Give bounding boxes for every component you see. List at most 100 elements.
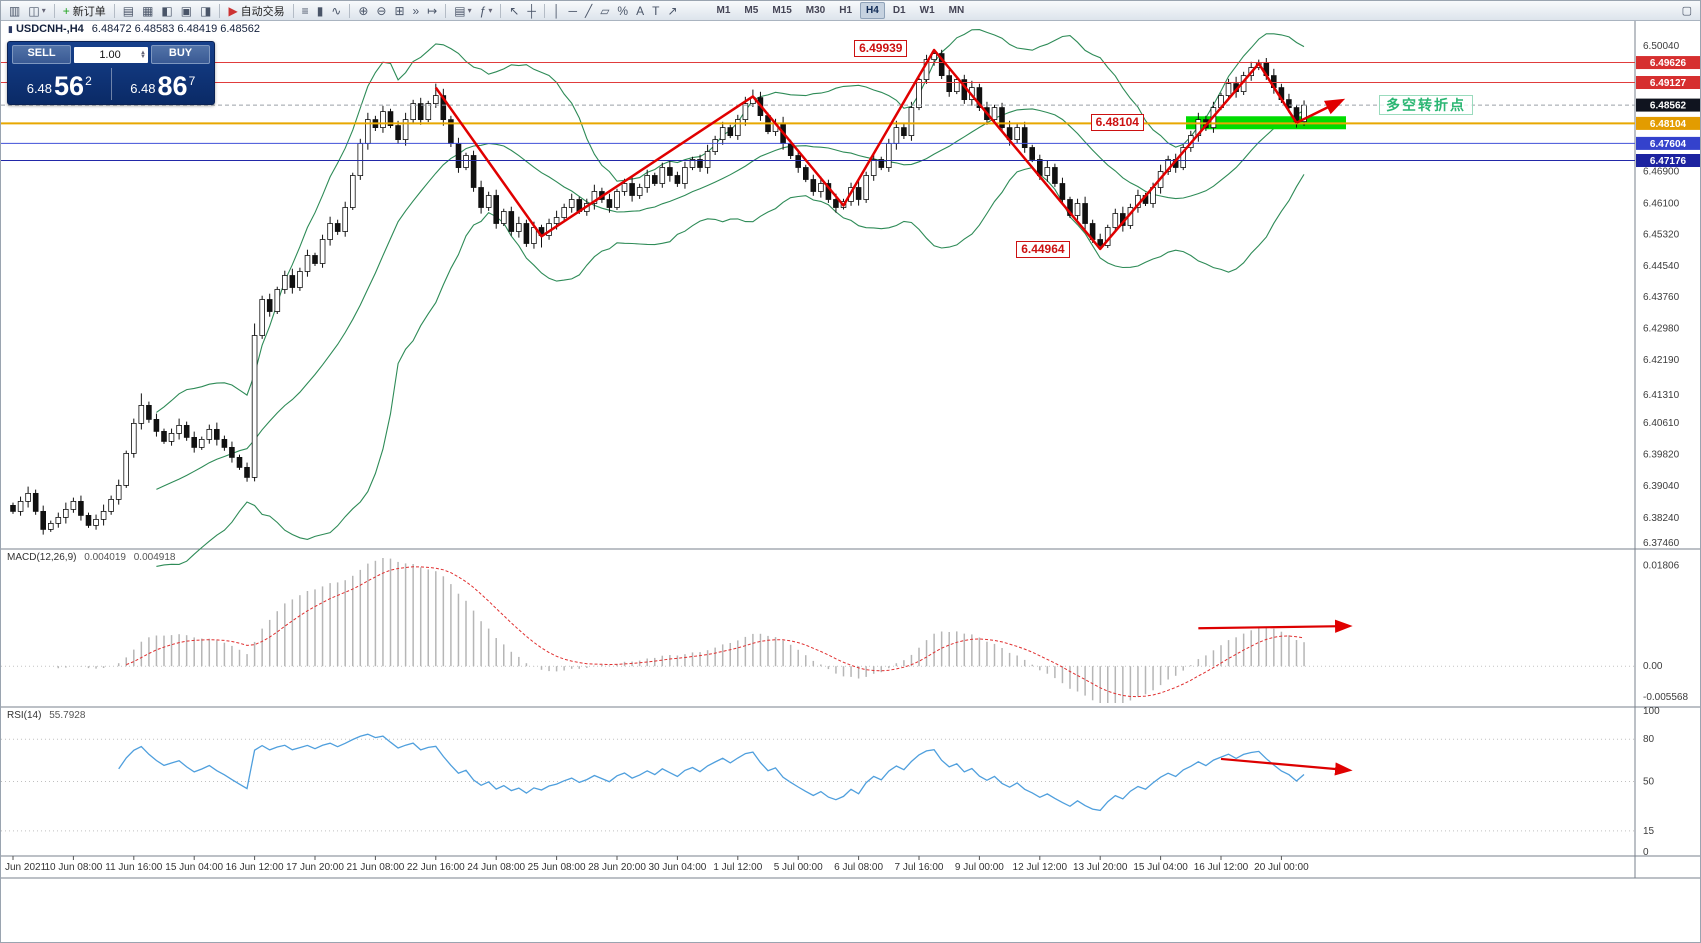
timeframe-h4[interactable]: H4 — [860, 2, 885, 19]
timeframe-toolbar: M1 M5 M15 M30 H1 H4 D1 W1 MN — [710, 2, 972, 19]
svg-text:0.01806: 0.01806 — [1643, 560, 1680, 571]
svg-text:28 Jun 20:00: 28 Jun 20:00 — [588, 862, 646, 873]
turning-point-note[interactable]: 多空转折点 — [1379, 95, 1473, 115]
channel-icon[interactable]: ▱ — [600, 3, 610, 18]
svg-text:6.39820: 6.39820 — [1643, 450, 1680, 461]
svg-text:6.47176: 6.47176 — [1650, 156, 1687, 167]
templates-icon[interactable]: ▤ ▾ — [454, 3, 472, 18]
svg-text:6.48562: 6.48562 — [1650, 101, 1687, 112]
volume-spinner[interactable]: ▲ ▼ — [140, 50, 146, 60]
svg-text:30 Jun 04:00: 30 Jun 04:00 — [648, 862, 706, 873]
navigator-icon[interactable]: ◧ — [161, 3, 173, 18]
terminal-icon[interactable]: ▣ — [180, 3, 193, 18]
price-annotation-box[interactable]: 6.44964 — [1016, 240, 1070, 258]
macd-signal-line — [126, 566, 1305, 698]
chart-shift-icon[interactable]: ↦ — [427, 3, 438, 18]
svg-text:6.42980: 6.42980 — [1643, 323, 1680, 334]
svg-text:6.45320: 6.45320 — [1643, 230, 1680, 241]
svg-text:24 Jun 08:00: 24 Jun 08:00 — [467, 862, 525, 873]
zigzag-annotation[interactable] — [434, 48, 1346, 251]
arrow-tool-icon[interactable]: ↗ — [667, 3, 678, 18]
profiles-icon[interactable]: ◫ ▾ — [28, 3, 46, 18]
timeframe-m30[interactable]: M30 — [805, 5, 826, 16]
volume-input[interactable]: 1.00 ▲ ▼ — [74, 46, 148, 63]
bars-chart-icon[interactable]: ≡ — [301, 3, 309, 18]
symbol-ohlc: 6.48472 6.48583 6.48419 6.48562 — [91, 23, 261, 35]
timeframe-m5[interactable]: M5 — [744, 5, 759, 16]
price-annotation-box[interactable]: 6.48104 — [1090, 114, 1144, 132]
timeframe-m1[interactable]: M1 — [716, 5, 731, 16]
toolbar-separator — [349, 3, 351, 18]
sell-price-big: 56 — [54, 71, 85, 101]
buy-price-sup: 7 — [188, 74, 196, 88]
tile-windows-icon[interactable]: ⊞ — [394, 3, 405, 18]
zoom-in-icon[interactable]: ⊕ — [358, 3, 369, 18]
buy-button[interactable]: BUY — [151, 45, 210, 64]
buy-price[interactable]: 6.48 86 7 — [112, 66, 215, 102]
svg-text:6.40610: 6.40610 — [1643, 418, 1680, 429]
volume-value[interactable]: 1.00 — [99, 48, 121, 61]
price-line-tag — [1636, 116, 1700, 130]
cursor-icon[interactable]: ↖ — [509, 3, 520, 18]
toolbar-separator — [219, 3, 221, 18]
timeframe-d1[interactable]: D1 — [892, 5, 906, 16]
toolbar-separator — [113, 3, 115, 18]
svg-text:6.47604: 6.47604 — [1650, 139, 1687, 150]
svg-text:13 Jul 20:00: 13 Jul 20:00 — [1073, 862, 1128, 873]
crosshair-icon[interactable]: ┼ — [527, 3, 536, 18]
price-annotation-box[interactable]: 6.49939 — [854, 40, 908, 58]
text-icon[interactable]: A — [636, 3, 645, 18]
trendline-icon[interactable]: ╱ — [584, 3, 593, 18]
macd-axis-labels: 0.01806 0.00 -0.005568 — [1643, 560, 1688, 703]
timeframe-h1[interactable]: H1 — [839, 5, 853, 16]
hline-icon[interactable]: ─ — [568, 3, 577, 18]
auto-trading-button[interactable]: ▶ 自动交易 — [228, 3, 285, 18]
toolbar-separator — [292, 3, 294, 18]
timeframe-w1[interactable]: W1 — [919, 5, 935, 16]
toolbar-separator — [445, 3, 447, 18]
fibonacci-icon[interactable]: % — [617, 3, 629, 18]
sell-button[interactable]: SELL — [12, 45, 71, 64]
svg-text:7 Jul 16:00: 7 Jul 16:00 — [895, 862, 944, 873]
svg-text:11 Jun 16:00: 11 Jun 16:00 — [105, 862, 163, 873]
chart-symbol-header: ▮ USDCNH-,H4 6.48472 6.48583 6.48419 6.485… — [8, 23, 260, 35]
svg-text:15 Jul 04:00: 15 Jul 04:00 — [1133, 862, 1188, 873]
macd-histogram — [57, 558, 1305, 703]
rsi-line — [118, 733, 1305, 812]
indicators-icon[interactable]: ƒ ▾ — [479, 3, 493, 18]
svg-text:Jun 2021: Jun 2021 — [5, 862, 47, 873]
vline-icon[interactable]: │ — [552, 3, 561, 18]
svg-text:6.46100: 6.46100 — [1643, 199, 1680, 210]
svg-text:6.41310: 6.41310 — [1643, 390, 1680, 401]
label-icon[interactable]: T — [652, 3, 660, 18]
horizontal-lines[interactable] — [1, 62, 1635, 162]
macd-trend-arrow[interactable] — [1198, 619, 1353, 633]
rsi-name: RSI(14) — [7, 710, 42, 721]
svg-text:6.44540: 6.44540 — [1643, 261, 1680, 272]
docking-icon[interactable]: ▢ — [1681, 5, 1692, 17]
candles-chart-icon[interactable]: ▮ — [316, 3, 324, 18]
timeframe-m15[interactable]: M15 — [772, 5, 792, 16]
svg-text:-0.005568: -0.005568 — [1643, 692, 1688, 703]
new-chart-icon[interactable]: ▥ — [9, 3, 21, 18]
svg-text:6.50040: 6.50040 — [1643, 41, 1680, 52]
zoom-out-icon[interactable]: ⊖ — [376, 3, 387, 18]
svg-text:6.37460: 6.37460 — [1643, 538, 1680, 549]
sell-price[interactable]: 6.48 56 2 — [8, 66, 111, 102]
svg-text:16 Jun 12:00: 16 Jun 12:00 — [226, 862, 284, 873]
buy-price-small: 6.48 — [130, 81, 156, 96]
timeframe-mn[interactable]: MN — [948, 5, 965, 16]
data-window-icon[interactable]: ▦ — [142, 3, 154, 18]
auto-scroll-icon[interactable]: » — [412, 3, 420, 18]
svg-text:21 Jun 08:00: 21 Jun 08:00 — [346, 862, 404, 873]
svg-text:5 Jul 00:00: 5 Jul 00:00 — [774, 862, 823, 873]
price-line-tag — [1636, 98, 1700, 112]
strategy-tester-icon[interactable]: ◨ — [200, 3, 212, 18]
new-order-button[interactable]: + 新订单 — [62, 3, 106, 18]
svg-text:22 Jun 16:00: 22 Jun 16:00 — [407, 862, 465, 873]
market-watch-icon[interactable]: ▤ — [122, 3, 135, 18]
line-chart-icon[interactable]: ∿ — [331, 3, 342, 18]
rsi-trend-arrow[interactable] — [1220, 757, 1353, 776]
rsi-value: 55.7928 — [49, 710, 86, 721]
